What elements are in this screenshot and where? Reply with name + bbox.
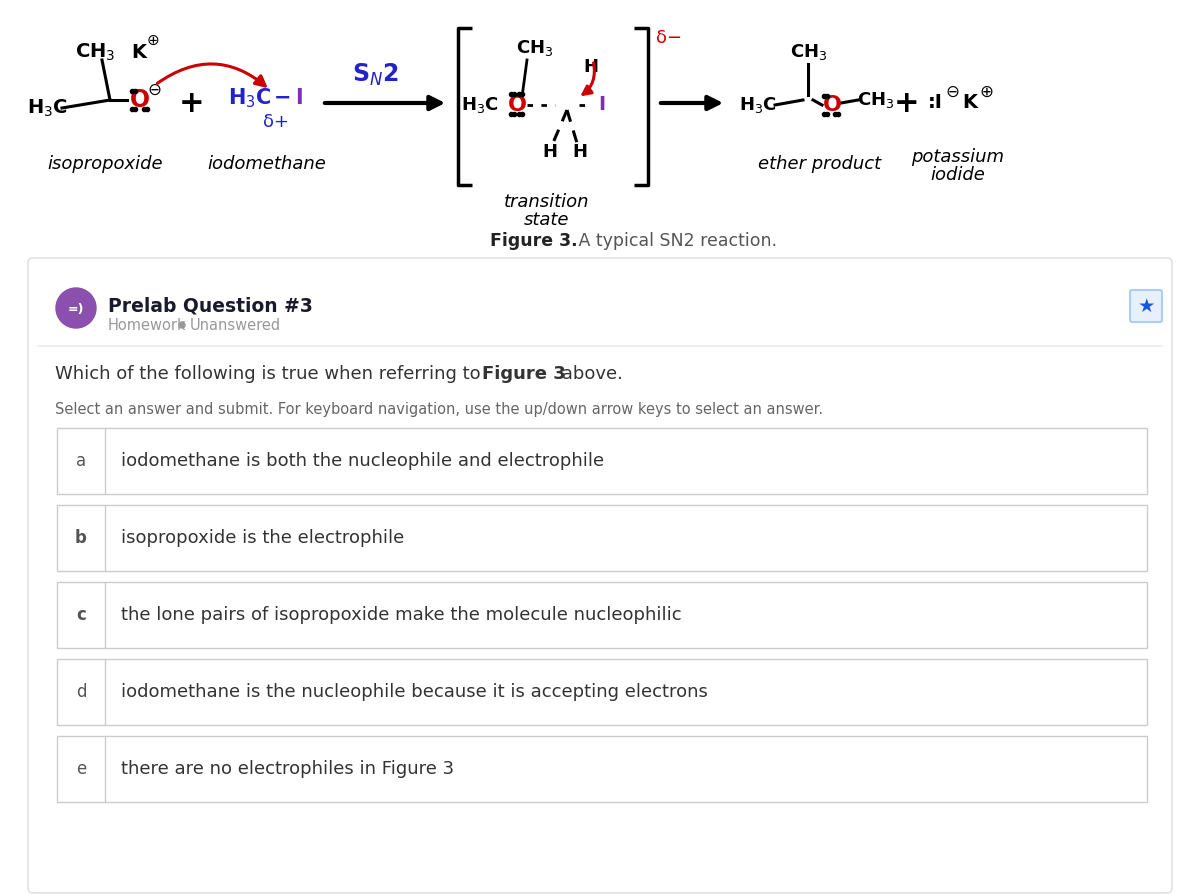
FancyBboxPatch shape (58, 659, 1147, 725)
FancyBboxPatch shape (58, 505, 1147, 571)
Text: =): =) (67, 303, 84, 316)
Text: iodomethane is both the nucleophile and electrophile: iodomethane is both the nucleophile and … (121, 452, 604, 470)
Text: CH$_3$: CH$_3$ (857, 90, 895, 110)
Text: e: e (76, 760, 86, 778)
Text: K: K (962, 94, 977, 113)
Text: I: I (599, 96, 606, 114)
Text: H: H (572, 143, 588, 161)
Text: :I: :I (928, 94, 943, 113)
Text: ⊕: ⊕ (146, 32, 160, 47)
Text: state: state (524, 211, 570, 229)
Text: ether product: ether product (758, 155, 882, 173)
Text: potassium: potassium (912, 148, 1004, 166)
Text: H$_3$C: H$_3$C (26, 97, 67, 119)
Text: H: H (542, 143, 558, 161)
Text: K: K (131, 43, 146, 62)
Text: transition: transition (504, 193, 589, 211)
Circle shape (56, 288, 96, 328)
Text: there are no electrophiles in Figure 3: there are no electrophiles in Figure 3 (121, 760, 454, 778)
Text: H$_3$C: H$_3$C (461, 95, 499, 115)
Text: A typical SN2 reaction.: A typical SN2 reaction. (574, 232, 778, 250)
Text: ★: ★ (1138, 297, 1154, 316)
Text: iodomethane: iodomethane (208, 155, 326, 173)
Text: ⊕: ⊕ (979, 83, 992, 101)
Text: O: O (130, 88, 150, 112)
Text: b: b (76, 529, 86, 547)
Text: δ+: δ+ (263, 113, 289, 131)
Text: isopropoxide is the electrophile: isopropoxide is the electrophile (121, 529, 404, 547)
Text: isopropoxide: isopropoxide (47, 155, 163, 173)
Text: H$_3$C: H$_3$C (228, 86, 271, 110)
Text: c: c (76, 606, 86, 624)
Text: Figure 3: Figure 3 (482, 365, 565, 383)
FancyBboxPatch shape (58, 736, 1147, 802)
Text: Which of the following is true when referring to: Which of the following is true when refe… (55, 365, 486, 383)
Text: H$_3$C: H$_3$C (739, 95, 776, 115)
Text: the lone pairs of isopropoxide make the molecule nucleophilic: the lone pairs of isopropoxide make the … (121, 606, 682, 624)
Text: +: + (179, 89, 205, 117)
Text: ⊖: ⊖ (148, 81, 161, 99)
Text: H: H (583, 58, 599, 76)
Text: I: I (295, 88, 302, 108)
Text: ⊖: ⊖ (946, 83, 959, 101)
Text: CH$_3$: CH$_3$ (516, 38, 553, 58)
Text: CH$_3$: CH$_3$ (791, 42, 828, 62)
Text: −: − (275, 88, 292, 108)
Text: Homework: Homework (108, 318, 187, 333)
Text: CH$_3$: CH$_3$ (74, 41, 115, 63)
FancyBboxPatch shape (28, 258, 1172, 893)
Text: iodide: iodide (930, 166, 985, 184)
Text: Unanswered: Unanswered (190, 318, 281, 333)
Text: O: O (822, 95, 841, 115)
Text: Select an answer and submit. For keyboard navigation, use the up/down arrow keys: Select an answer and submit. For keyboar… (55, 402, 823, 417)
Text: a: a (76, 452, 86, 470)
Text: +: + (894, 89, 920, 117)
FancyBboxPatch shape (58, 428, 1147, 494)
Text: δ−: δ− (656, 29, 682, 47)
FancyBboxPatch shape (1130, 290, 1162, 322)
Text: d: d (76, 683, 86, 701)
Text: Prelab Question #3: Prelab Question #3 (108, 297, 313, 316)
Text: S$_N$2: S$_N$2 (352, 62, 398, 89)
Text: above.: above. (556, 365, 623, 383)
Text: Figure 3.: Figure 3. (490, 232, 577, 250)
Text: O: O (508, 95, 527, 115)
Text: iodomethane is the nucleophile because it is accepting electrons: iodomethane is the nucleophile because i… (121, 683, 708, 701)
FancyBboxPatch shape (58, 582, 1147, 648)
Circle shape (179, 322, 185, 328)
